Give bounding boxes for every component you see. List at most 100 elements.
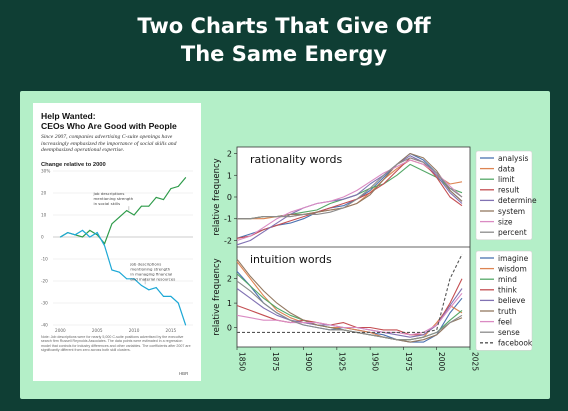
rationality-ytick-label: 0: [227, 193, 232, 202]
legend-label-mind: mind: [498, 275, 517, 284]
legend-label-data: data: [498, 164, 515, 173]
hbr-point: [96, 232, 98, 234]
hbr-series-line-1: [60, 177, 187, 245]
hbr-ytick-label: -30: [41, 301, 48, 306]
hbr-ytick-label: -10: [41, 257, 48, 262]
hbr-xtick-label: 2015: [166, 328, 177, 333]
hbr-ytick-label: 0: [41, 235, 44, 240]
hbr-point: [148, 205, 150, 207]
legend-label-truth: truth: [498, 307, 517, 316]
hbr-point: [177, 185, 179, 187]
hbr-ytick-label: 30%: [41, 169, 50, 174]
hbr-point: [96, 234, 98, 236]
rationality-ytick-label: 1: [227, 171, 232, 180]
intuition-ytick-label: 1: [227, 299, 232, 308]
hbr-point: [104, 243, 106, 245]
hbr-point: [185, 324, 187, 326]
hbr-xtick-label: 2010: [129, 328, 140, 333]
hbr-point: [133, 214, 135, 216]
intuition-series-sense: [236, 280, 463, 341]
xtick-label: 1850: [238, 352, 247, 371]
hbr-point: [170, 295, 172, 297]
rationality-series-size: [236, 159, 463, 242]
xtick-label: 2000: [437, 352, 446, 371]
hbr-annotation-line: in social skills: [94, 201, 121, 206]
legend-label-system: system: [498, 207, 525, 216]
hbr-point: [126, 210, 128, 212]
hbr-point: [177, 302, 179, 304]
hbr-point: [163, 295, 165, 297]
hbr-point: [118, 216, 120, 218]
hbr-point: [67, 232, 69, 234]
hbr-point: [81, 236, 83, 238]
hbr-title: Help Wanted: CEOs Who Are Good with Peop…: [41, 111, 201, 131]
hbr-logo: HBR: [179, 371, 189, 376]
hbr-annotation-line: mentioning strength: [94, 196, 134, 201]
hbr-annotation-line: mentioning strength: [130, 267, 170, 272]
rationality-ylabel: relative frequency: [212, 158, 222, 235]
xtick-label: 1950: [371, 352, 380, 371]
intuition-title: intuition words: [250, 253, 332, 266]
hbr-point: [89, 229, 91, 231]
hbr-point: [104, 245, 106, 247]
hbr-lede: Since 2007, companies advertising C-suit…: [41, 134, 177, 154]
xtick-label: 1975: [404, 352, 413, 371]
xtick-label: 1900: [304, 352, 313, 371]
hbr-point: [148, 289, 150, 291]
intuition-ytick-label: 2: [227, 275, 232, 284]
page-title: Two Charts That Give Off The Same Energy: [0, 12, 568, 68]
hbr-annotation-line: in managing financial: [130, 272, 172, 277]
hbr-xtick-label: 2000: [55, 328, 66, 333]
hbr-ytick-label: 10: [41, 213, 47, 218]
hbr-subtitle: Change relative to 2000: [41, 162, 106, 168]
legend-label-wisdom: wisdom: [498, 264, 527, 273]
intuition-legend: [475, 250, 533, 351]
hbr-point: [140, 205, 142, 207]
hbr-point: [74, 234, 76, 236]
rationality-legend: [475, 150, 533, 241]
hbr-ytick-label: -20: [41, 279, 48, 284]
hbr-point: [81, 229, 83, 231]
hbr-title-line-2: CEOs Who Are Good with People: [41, 120, 177, 131]
hbr-annotation-line: Job descriptions: [93, 191, 125, 196]
hbr-point: [111, 269, 113, 271]
intuition-ylabel: relative frequency: [212, 258, 222, 335]
hbr-note: Note: Job descriptions were for nearly 5…: [41, 335, 191, 352]
hbr-xtick-label: 2005: [92, 328, 103, 333]
title-line-2: The Same Energy: [180, 42, 388, 66]
xtick-label: 1875: [271, 352, 280, 371]
hbr-series-line-2: [60, 229, 187, 326]
rationality-ytick-label: -1: [224, 215, 232, 224]
hbr-point: [163, 199, 165, 201]
legend-label-feel: feel: [498, 317, 512, 326]
hbr-point: [140, 284, 142, 286]
legend-label-limit: limit: [498, 175, 515, 184]
intuition-series-feel: [236, 292, 463, 336]
hbr-point: [133, 278, 135, 280]
hbr-point: [59, 236, 61, 238]
title-line-1: Two Charts That Give Off: [137, 14, 431, 38]
rationality-series-percent: [237, 157, 463, 220]
hbr-title-line-1: Help Wanted:: [41, 111, 96, 121]
legend-label-believe: believe: [498, 296, 526, 305]
rationality-ytick-label: 2: [227, 150, 232, 159]
hbr-point: [155, 196, 157, 198]
legend-label-percent: percent: [498, 228, 527, 237]
intuition-series-facebook: [237, 254, 463, 333]
hbr-card: Help Wanted: CEOs Who Are Good with Peop…: [33, 103, 201, 381]
xtick-label: 2025: [471, 352, 480, 371]
intuition-series-wisdom: [236, 261, 463, 341]
hbr-point: [155, 287, 157, 289]
hbr-point: [118, 271, 120, 273]
rationality-title: rationality words: [250, 153, 343, 166]
legend-label-think: think: [498, 286, 518, 295]
hbr-ytick-label: 20: [41, 191, 47, 196]
hbr-point: [111, 223, 113, 225]
legend-label-size: size: [498, 217, 513, 226]
legend-label-sense: sense: [498, 328, 520, 337]
legend-label-facebook: facebook: [498, 339, 533, 348]
